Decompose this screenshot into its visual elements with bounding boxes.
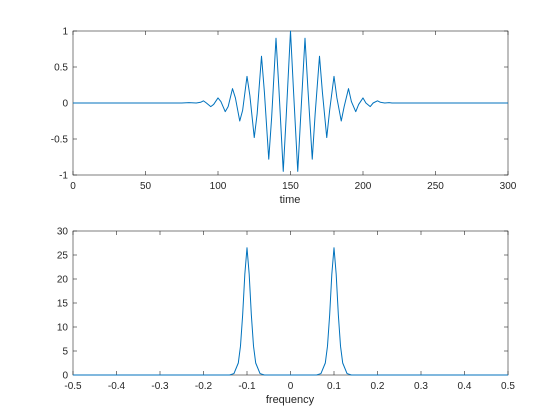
frequency-series-group bbox=[73, 247, 508, 376]
time-x-tick-label: 50 bbox=[140, 181, 152, 192]
time-y-tick-label: 0 bbox=[62, 99, 68, 110]
frequency-y-tick-label: 10 bbox=[57, 323, 69, 334]
frequency-x-tick-label: 0.4 bbox=[458, 381, 472, 392]
frequency-x-tick-label: -0.3 bbox=[151, 381, 169, 392]
time-y-tick-label: 0.5 bbox=[54, 63, 68, 74]
frequency-x-tick-label: -0.4 bbox=[108, 381, 126, 392]
time-y-tick-label: -0.5 bbox=[51, 135, 69, 146]
time-x-tick-label: 250 bbox=[427, 181, 444, 192]
time-series-group bbox=[73, 30, 508, 172]
frequency-y-tick-label: 0 bbox=[62, 371, 68, 382]
time-series-line bbox=[73, 30, 508, 172]
frequency-x-tick-label: 0.3 bbox=[414, 381, 428, 392]
frequency-x-tick-label: -0.1 bbox=[238, 381, 256, 392]
frequency-x-tick-label: 0 bbox=[288, 381, 294, 392]
time-x-axis-label: time bbox=[280, 194, 301, 206]
time-panel: 0 50 100 150 200 250 300 -1 -0.5 0 0.5 1 time bbox=[51, 27, 517, 207]
time-y-tick-label: -1 bbox=[59, 171, 68, 182]
frequency-y-tick-label: 25 bbox=[57, 251, 69, 262]
frequency-tick-labels: -0.5 -0.4 -0.3 -0.2 -0.1 0 0.1 0.2 0.3 0.4 0.5 0 5 10… bbox=[57, 227, 516, 393]
time-x-tick-label: 0 bbox=[70, 181, 76, 192]
frequency-y-tick-label: 5 bbox=[62, 347, 68, 358]
time-x-tick-label: 100 bbox=[210, 181, 227, 192]
frequency-y-tick-label: 30 bbox=[57, 227, 69, 238]
frequency-plot-area bbox=[72, 230, 509, 376]
frequency-x-axis-label: frequency bbox=[266, 394, 315, 406]
frequency-x-tick-label: 0.5 bbox=[501, 381, 515, 392]
time-x-tick-label: 150 bbox=[282, 181, 299, 192]
frequency-x-tick-label: -0.2 bbox=[195, 381, 213, 392]
frequency-x-tick-label: 0.1 bbox=[327, 381, 341, 392]
frequency-series-line bbox=[73, 247, 508, 376]
time-y-tick-label: 1 bbox=[62, 27, 68, 38]
frequency-x-tick-label: 0.2 bbox=[371, 381, 385, 392]
frequency-y-tick-label: 20 bbox=[57, 275, 69, 286]
time-tick-labels: 0 50 100 150 200 250 300 -1 -0.5 0 0.5 1 bbox=[51, 27, 517, 193]
frequency-panel: -0.5 -0.4 -0.3 -0.2 -0.1 0 0.1 0.2 0.3 0.4 0.5 0 5 10… bbox=[57, 227, 516, 407]
frequency-x-tick-label: -0.5 bbox=[64, 381, 82, 392]
frequency-y-tick-label: 15 bbox=[57, 299, 69, 310]
time-x-tick-label: 200 bbox=[355, 181, 372, 192]
time-x-tick-label: 300 bbox=[500, 181, 517, 192]
